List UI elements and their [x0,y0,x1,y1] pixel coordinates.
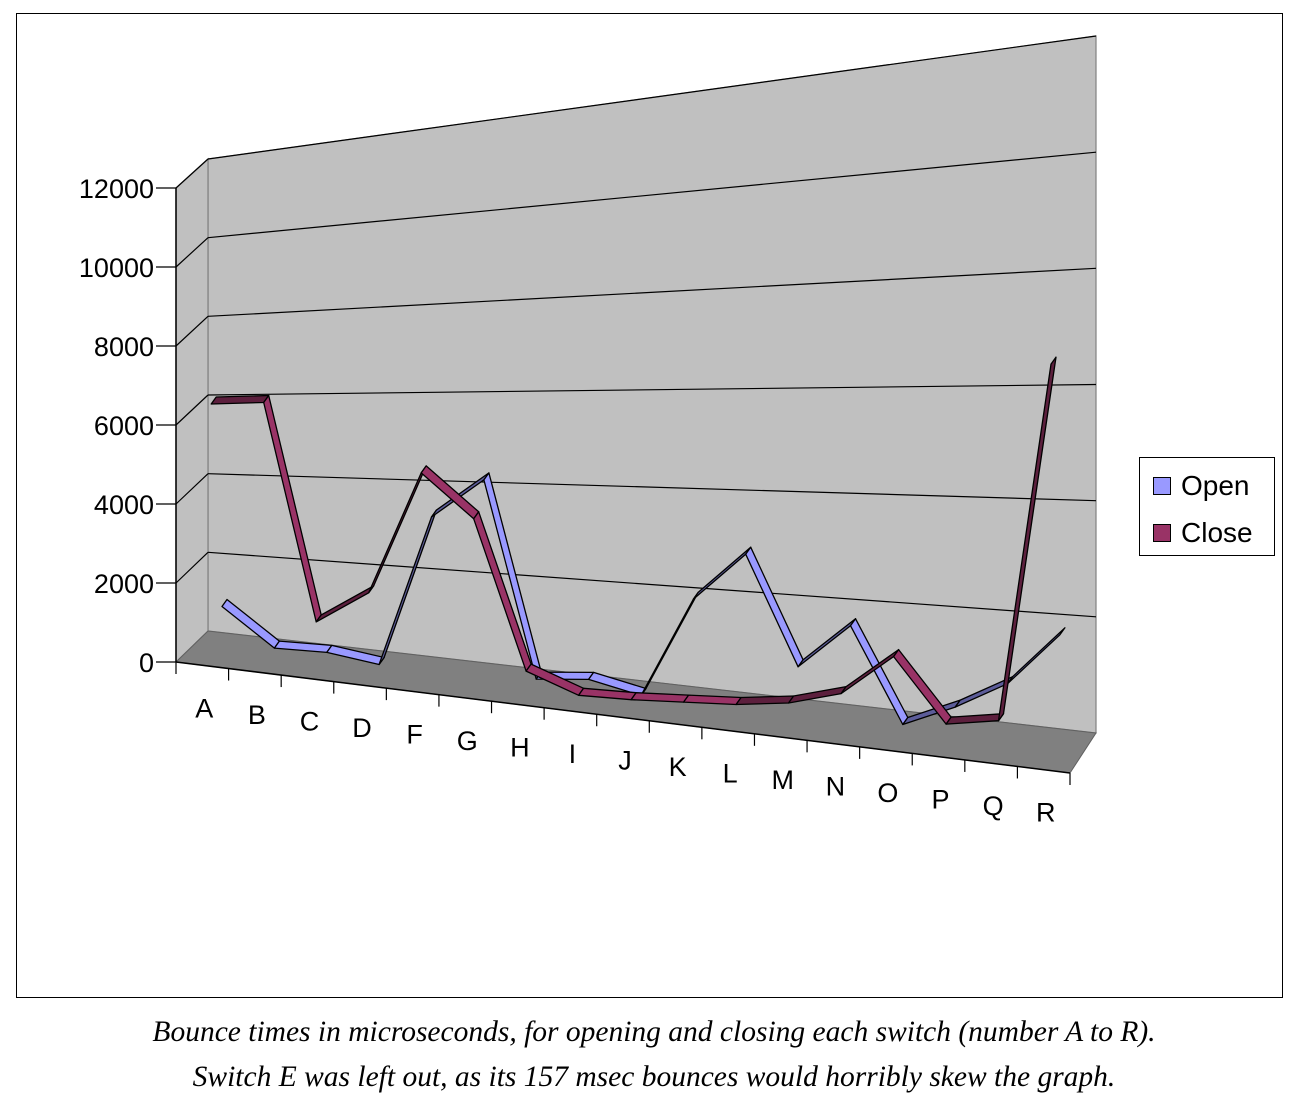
figure-caption: Bounce times in microseconds, for openin… [0,1010,1308,1100]
x-tick-label: M [772,765,795,795]
y-tick-label: 8000 [94,332,154,362]
x-tick-label: B [248,700,266,730]
y-tick-label: 10000 [79,253,154,283]
x-tick-label: H [510,732,530,762]
legend-swatch-open [1153,477,1171,495]
x-tick-label: N [826,772,846,802]
gridline-side [175,394,209,426]
caption-line-2: Switch E was left out, as its 157 msec b… [192,1061,1116,1093]
series-close-segment [735,695,795,706]
legend-swatch-close [1153,524,1171,542]
gridline-side [175,315,209,347]
chart-legend: Open Close [1139,457,1275,556]
x-axis [175,661,1071,774]
chart-frame [16,13,1283,998]
series-close-segment [630,692,690,703]
y-tick-label: 4000 [94,490,154,520]
legend-item-open: Open [1153,470,1250,502]
gridline [207,551,1097,618]
x-tick-label: L [723,759,738,789]
y-tick-label: 6000 [94,411,154,441]
series-close-segment [997,356,1057,722]
x-tick-label: P [932,785,950,815]
legend-item-close: Close [1153,517,1253,549]
series-open-segment [1006,627,1066,685]
x-tick-label: I [569,739,577,769]
y-tick-label: 2000 [94,569,154,599]
x-tick-label: A [195,693,213,723]
x-tick-label: D [352,713,372,743]
x-tick-label: K [669,752,687,782]
x-tick-label: C [300,706,320,736]
x-tick-label: O [877,778,898,808]
gridline [207,151,1097,239]
gridline [207,35,1097,160]
bounce-times-chart: 0 2000 4000 6000 8000 10000 12000 A B C D F G H I J K L M N… [79,35,1097,828]
legend-label-close: Close [1181,517,1253,548]
series-close-segment [682,694,742,706]
gridline-side [175,551,209,584]
y-tick-label: 0 [139,648,154,678]
x-tick-label: J [618,746,632,776]
x-tick-label: G [457,726,478,756]
gridline [207,473,1097,502]
gridline [207,383,1097,396]
gridline-side [175,237,209,268]
x-tick-label: R [1036,798,1056,828]
gridline [207,267,1097,317]
caption-line-1: Bounce times in microseconds, for openin… [152,1016,1156,1048]
y-tick-label: 12000 [79,174,154,204]
x-tick-label: Q [983,791,1004,821]
x-tick-label: F [406,719,423,749]
legend-label-open: Open [1181,470,1250,501]
series-close-segment [210,394,270,405]
gridline-side [175,158,209,189]
gridline-side [175,473,209,505]
